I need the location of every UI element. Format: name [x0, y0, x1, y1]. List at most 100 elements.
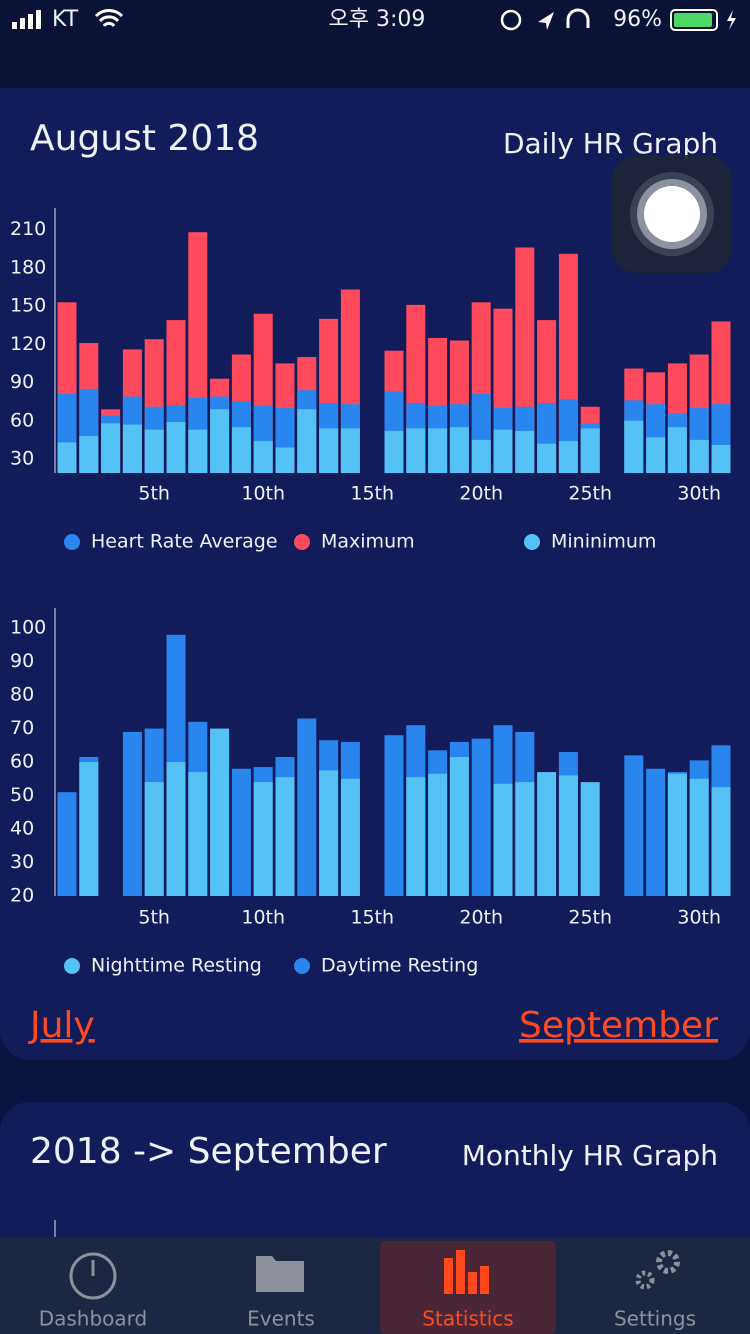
x-tick-label: 15th — [350, 907, 394, 929]
x-tick-label: 10th — [241, 483, 285, 505]
bar — [166, 762, 186, 896]
bar — [297, 718, 317, 896]
y-tick-label: 50 — [10, 784, 34, 806]
bar — [275, 447, 295, 473]
bar — [646, 768, 666, 896]
legend-dot — [294, 958, 310, 974]
bar — [231, 427, 251, 473]
carrier: KT — [52, 7, 79, 32]
bar — [275, 777, 295, 896]
previous-month-link[interactable]: July — [28, 1005, 95, 1046]
legend-label: Maximum — [321, 531, 415, 553]
legend-dot — [64, 534, 80, 550]
bar — [449, 757, 469, 896]
bar — [515, 782, 535, 896]
x-tick-label: 10th — [241, 907, 285, 929]
bar — [493, 429, 513, 473]
legend-dot — [294, 534, 310, 550]
x-tick-label: 5th — [138, 483, 170, 505]
y-tick-label: 90 — [10, 650, 34, 672]
bar — [493, 783, 513, 896]
y-tick-label: 100 — [10, 617, 46, 639]
bar — [79, 436, 99, 473]
status-bar — [0, 0, 750, 88]
bar — [319, 428, 339, 473]
bar — [319, 770, 339, 896]
legend-dot — [64, 958, 80, 974]
bar — [144, 429, 164, 473]
tab-label[interactable]: Dashboard — [39, 1307, 148, 1331]
x-tick-label: 25th — [568, 483, 612, 505]
legend-label: Heart Rate Average — [91, 531, 278, 553]
bar — [384, 735, 404, 896]
tab-label[interactable]: Statistics — [422, 1307, 513, 1331]
bar — [667, 773, 687, 896]
bar — [580, 428, 600, 473]
bar — [79, 762, 99, 896]
battery-icon — [670, 9, 718, 31]
y-tick-label: 150 — [10, 295, 46, 317]
y-tick-label: 70 — [10, 717, 34, 739]
settings-icon — [656, 1250, 680, 1274]
dashboard-icon — [69, 1252, 117, 1300]
y-tick-label: 40 — [10, 818, 34, 840]
y-tick-label: 60 — [10, 751, 34, 773]
bar — [122, 424, 142, 473]
bar — [558, 775, 578, 896]
next-month-link[interactable]: September — [519, 1005, 718, 1046]
charging-icon — [727, 10, 736, 30]
bar — [101, 423, 121, 473]
bar — [188, 429, 208, 473]
x-tick-label: 30th — [677, 907, 721, 929]
monthly-title: 2018 -> September — [30, 1131, 387, 1172]
y-tick-label: 120 — [10, 333, 46, 355]
location-icon — [538, 12, 554, 30]
bar — [667, 427, 687, 473]
assistive-dot — [644, 186, 700, 242]
events-icon — [256, 1256, 304, 1292]
statistics-icon — [444, 1250, 489, 1294]
bar — [144, 782, 164, 896]
bar — [406, 777, 426, 896]
bar — [624, 420, 644, 473]
y-tick-label: 90 — [10, 371, 34, 393]
bar — [406, 428, 426, 473]
bar — [253, 782, 273, 896]
monthly-subtitle: Monthly HR Graph — [462, 1139, 718, 1172]
legend-label: Daytime Resting — [321, 955, 478, 977]
bar — [188, 772, 208, 896]
headphone-icon — [566, 8, 590, 28]
bar — [711, 787, 731, 896]
bar — [471, 439, 491, 473]
x-tick-label: 25th — [568, 907, 612, 929]
bar — [646, 437, 666, 473]
bar — [231, 768, 251, 896]
x-tick-label: 20th — [459, 907, 503, 929]
bar — [210, 728, 230, 896]
tab-icons — [69, 1250, 680, 1300]
x-tick-label: 15th — [350, 483, 394, 505]
settings-icon-small — [635, 1270, 655, 1290]
legend-label: Nighttime Resting — [91, 955, 262, 977]
x-tick-label: 20th — [459, 483, 503, 505]
bar — [624, 755, 644, 896]
clock: 오후 3:09 — [329, 7, 426, 32]
bar — [166, 422, 186, 473]
bar — [689, 439, 709, 473]
bar — [537, 772, 557, 896]
bar — [428, 428, 448, 473]
bar — [515, 430, 535, 473]
card-subtitle: Daily HR Graph — [503, 127, 718, 160]
x-tick-label: 5th — [138, 907, 170, 929]
y-tick-label: 210 — [10, 218, 46, 240]
tab-label[interactable]: Events — [247, 1307, 315, 1331]
card-title: August 2018 — [30, 118, 259, 159]
y-tick-label: 60 — [10, 409, 34, 431]
x-tick-label: 30th — [677, 483, 721, 505]
tab-label[interactable]: Settings — [614, 1307, 696, 1331]
y-tick-label: 180 — [10, 256, 46, 278]
bar — [210, 409, 230, 473]
lock-icon — [500, 9, 522, 31]
legend-label: Mininimum — [551, 531, 656, 553]
